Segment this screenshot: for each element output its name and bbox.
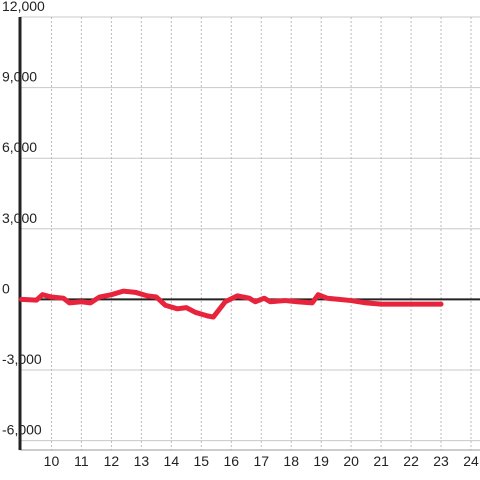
data-line: [18, 288, 444, 320]
x-tick-label: 20: [343, 453, 359, 469]
y-tick-label: -6,000: [2, 422, 42, 438]
x-tick-label: 18: [283, 453, 299, 469]
x-tick-label: 16: [223, 453, 239, 469]
x-tick-label: 17: [253, 453, 269, 469]
x-tick-label: 11: [74, 453, 89, 469]
x-tick-label: 15: [194, 453, 210, 469]
x-tick-label: 12: [104, 453, 120, 469]
x-tick-label: 14: [164, 453, 180, 469]
y-tick-label: -3,000: [2, 351, 42, 367]
x-tick-label: 10: [44, 453, 60, 469]
x-tick-label: 23: [433, 453, 449, 469]
x-tick-label: 13: [134, 453, 150, 469]
x-tick-label: 21: [373, 453, 389, 469]
y-tick-label: 12,000: [2, 0, 45, 14]
x-tick-label: 22: [403, 453, 419, 469]
x-tick-label: 19: [313, 453, 329, 469]
x-tick-label: 24: [463, 453, 479, 469]
y-tick-label: 0: [2, 280, 10, 296]
